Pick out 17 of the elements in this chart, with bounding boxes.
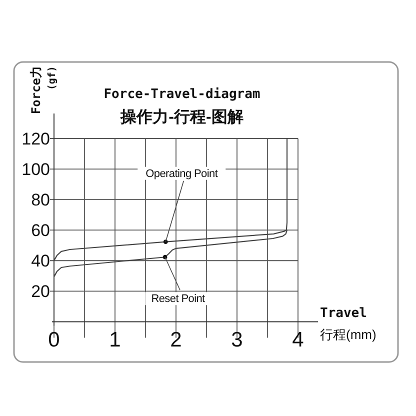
annotation: Operating Point (146, 168, 218, 180)
y-tick-label: 60 (31, 221, 50, 240)
y-tick-label: 40 (31, 252, 50, 271)
annotation: Reset Point (151, 293, 206, 306)
x-tick-label: 0 (48, 328, 60, 352)
x-axis-title: Travel 行程(mm) (320, 306, 376, 342)
y-tick-label: 120 (22, 130, 50, 148)
y-tick-label: 100 (22, 160, 50, 180)
y-tick-label: 20 (31, 282, 50, 302)
x-tick-label: 4 (292, 328, 304, 352)
x-tick-label: 3 (231, 328, 243, 352)
chart-title: Force-Travel-diagram (104, 87, 260, 102)
y-axis-title: Force力 (gf) (29, 66, 58, 114)
y-tick-label: 80 (31, 190, 50, 210)
chart-subtitle: 操作力-行程-图解 (120, 108, 244, 126)
x-tick-label: 1 (109, 328, 121, 352)
x-tick-label: 2 (170, 328, 182, 352)
